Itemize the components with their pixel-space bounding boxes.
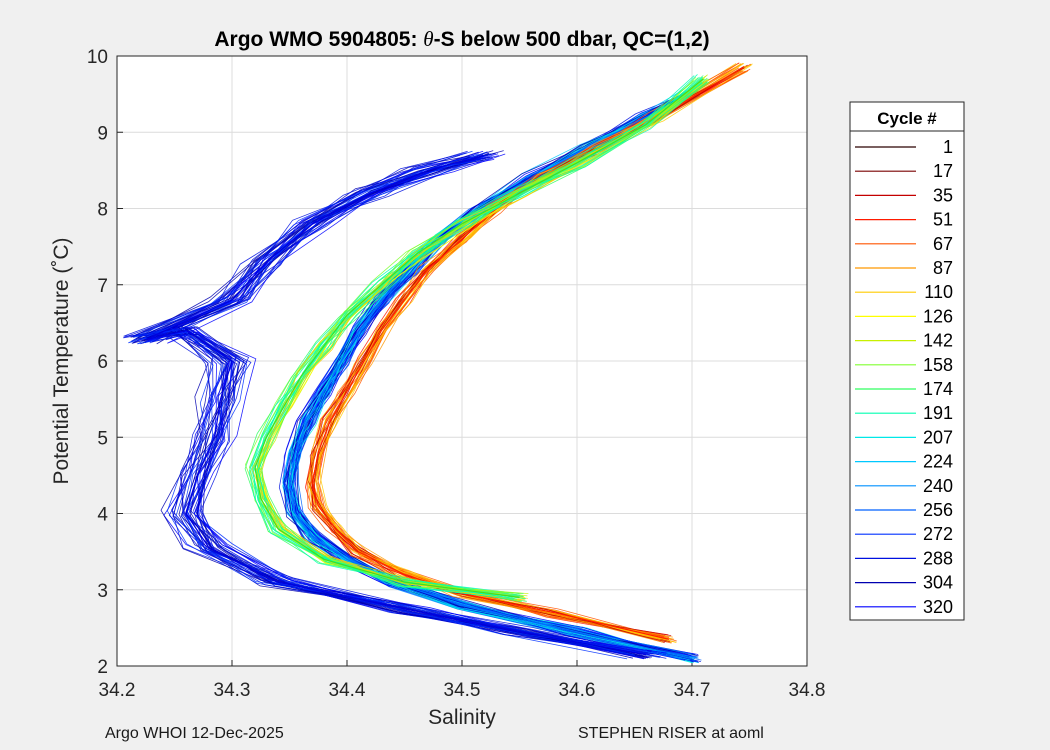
- legend-entry-label: 158: [923, 355, 953, 375]
- legend-entry-label: 224: [923, 452, 953, 472]
- profile-trace: [149, 153, 645, 659]
- legend-entry-label: 126: [923, 306, 953, 326]
- legend-entry-label: 304: [923, 573, 953, 593]
- legend-entry-label: 87: [933, 258, 953, 278]
- x-tick-label: 34.8: [789, 680, 826, 701]
- profile-trace: [256, 74, 708, 594]
- profile-trace: [306, 62, 740, 637]
- legend-entry-label: 240: [923, 476, 953, 496]
- chart-title-suffix: -S below 500 dbar, QC=(1,2): [434, 28, 710, 51]
- profile-trace: [133, 153, 636, 656]
- legend-entry-label: 272: [923, 524, 953, 544]
- legend-title: Cycle #: [877, 109, 937, 128]
- x-tick-label: 34.2: [99, 680, 136, 701]
- plot-frame: [116, 55, 808, 667]
- x-tick-label: 34.5: [444, 680, 481, 701]
- legend-entry-label: 142: [923, 331, 953, 351]
- chart-title-prefix: Argo WMO 5904805:: [214, 28, 423, 51]
- profile-trace: [123, 152, 635, 657]
- legend-entry-label: 191: [923, 403, 953, 423]
- legend-entry-label: 17: [933, 161, 953, 181]
- profile-trace: [256, 78, 706, 594]
- legend-entries: 1 17 35 51 67 87 110 126 142 158 174 191 207 224 240 25…: [855, 137, 953, 617]
- y-axis-label: Potential Temperature (˚C): [50, 237, 73, 484]
- legend-entry-label: 207: [923, 427, 953, 447]
- profile-trace: [150, 155, 655, 655]
- chart-title-theta-symbol: θ: [423, 27, 433, 51]
- x-tick-label: 34.3: [214, 680, 251, 701]
- x-tick-labels: 34.2 34.3 34.4 34.5 34.6 34.7 34.8: [99, 680, 826, 701]
- footer-left-credit: Argo WHOI 12-Dec-2025: [105, 725, 284, 742]
- profile-traces: [123, 62, 753, 664]
- y-tick-label: 9: [97, 123, 108, 144]
- legend-entry-label: 35: [933, 185, 953, 205]
- y-tick-label: 10: [87, 47, 108, 68]
- legend-entry-label: 320: [923, 597, 953, 617]
- y-tick-label: 6: [97, 352, 108, 373]
- legend-entry-label: 110: [924, 282, 953, 302]
- y-tick-label: 7: [97, 276, 108, 297]
- y-tick-label: 2: [97, 657, 108, 678]
- x-tick-label: 34.7: [674, 680, 711, 701]
- y-tick-label: 5: [97, 428, 108, 449]
- legend-entry-label: 67: [933, 234, 953, 254]
- x-axis-label: Salinity: [428, 706, 496, 729]
- profile-trace-fresh-intrusions: [145, 154, 647, 656]
- chart-title: Argo WMO 5904805: θ-S below 500 dbar, QC…: [214, 27, 709, 51]
- profile-trace: [249, 77, 699, 598]
- legend-entry-label: 1: [943, 137, 953, 157]
- y-tick-labels: 2 3 4 5 6 7 8 9 10: [87, 47, 109, 678]
- footer-right-credit: STEPHEN RISER at aoml: [578, 725, 764, 742]
- profile-trace: [244, 77, 697, 599]
- legend: Cycle # 1 17 35 51 67 87 110 126 142 158 174 191 207…: [849, 101, 965, 621]
- profile-trace: [130, 151, 636, 651]
- profile-trace: [142, 157, 645, 659]
- y-tick-label: 8: [97, 200, 108, 221]
- legend-entry-label: 174: [923, 379, 953, 399]
- x-tick-label: 34.4: [329, 680, 366, 701]
- profile-trace: [257, 79, 710, 601]
- x-tick-label: 34.6: [559, 680, 596, 701]
- profile-trace: [254, 82, 703, 595]
- y-tick-label: 4: [97, 505, 108, 526]
- legend-entry-label: 51: [933, 210, 953, 230]
- profile-trace-fresh-edge: [254, 78, 704, 598]
- legend-entry-label: 288: [923, 548, 953, 568]
- legend-entry-label: 256: [923, 500, 953, 520]
- y-tick-label: 3: [97, 581, 108, 602]
